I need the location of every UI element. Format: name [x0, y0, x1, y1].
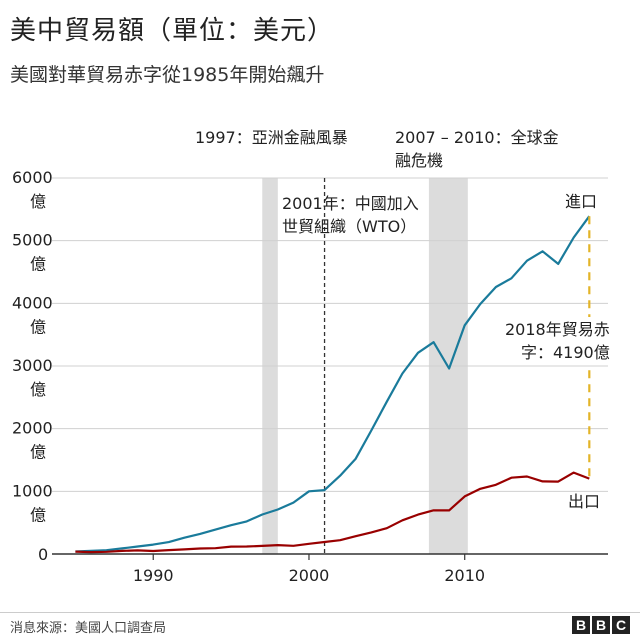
y-tick-unit-5000: 億 [30, 255, 46, 274]
deficit-label-bg [503, 317, 621, 365]
deficit-label-2: 字：4190億 [521, 343, 610, 362]
y-tick-unit-6000: 億 [30, 192, 46, 211]
chart-title: 美中貿易額（單位：美元） [10, 16, 335, 46]
x-tick-label-2010: 2010 [444, 566, 485, 585]
y-tick-label-6000: 6000 [12, 168, 53, 187]
y-tick-label-0: 0 [38, 545, 48, 564]
y-tick-label-4000: 4000 [12, 293, 53, 312]
y-tick-label-1000: 1000 [12, 481, 53, 500]
y-tick-unit-3000: 億 [30, 380, 46, 399]
bbc-logo: B B C [572, 616, 630, 634]
deficit-label-1: 2018年貿易赤 [505, 320, 610, 339]
y-tick-unit-1000: 億 [30, 505, 46, 524]
source-text: 消息來源：美國人口調查局 [10, 621, 167, 636]
bbc-logo-c: C [612, 616, 630, 634]
wto-label-2: 世貿組織（WTO） [282, 217, 416, 236]
y-tick-unit-4000: 億 [30, 317, 46, 336]
footer: 消息來源：美國人口調查局 B B C [0, 612, 640, 637]
asian-crisis-label: 1997：亞洲金融風暴 [195, 128, 348, 147]
imports-line [75, 215, 591, 553]
exports-line [75, 471, 590, 554]
gridlines [52, 177, 608, 492]
wto-label-1: 2001年：中國加入 [282, 194, 419, 213]
x-tick-label-1990: 1990 [133, 566, 174, 585]
global-crisis-label-2: 融危機 [395, 151, 443, 170]
y-tick-label-2000: 2000 [12, 419, 53, 438]
x-tick-label-2000: 2000 [289, 566, 330, 585]
bbc-logo-b2: B [592, 616, 610, 634]
axes: 0 1000 億 2000 億 3000 億 4000 億 5000 億 6000 億 1990 2000 2… [12, 168, 608, 585]
y-tick-label-5000: 5000 [12, 231, 53, 250]
imports-label: 進口 [565, 192, 597, 211]
exports-label: 出口 [568, 492, 600, 511]
bbc-logo-b1: B [572, 616, 590, 634]
series-lines [75, 215, 591, 554]
global-crisis-label-1: 2007 – 2010：全球金 [395, 128, 559, 147]
chart-subtitle: 美國對華貿易赤字從1985年開始飆升 [10, 64, 325, 86]
y-tick-label-3000: 3000 [12, 356, 53, 375]
y-tick-unit-2000: 億 [30, 443, 46, 462]
